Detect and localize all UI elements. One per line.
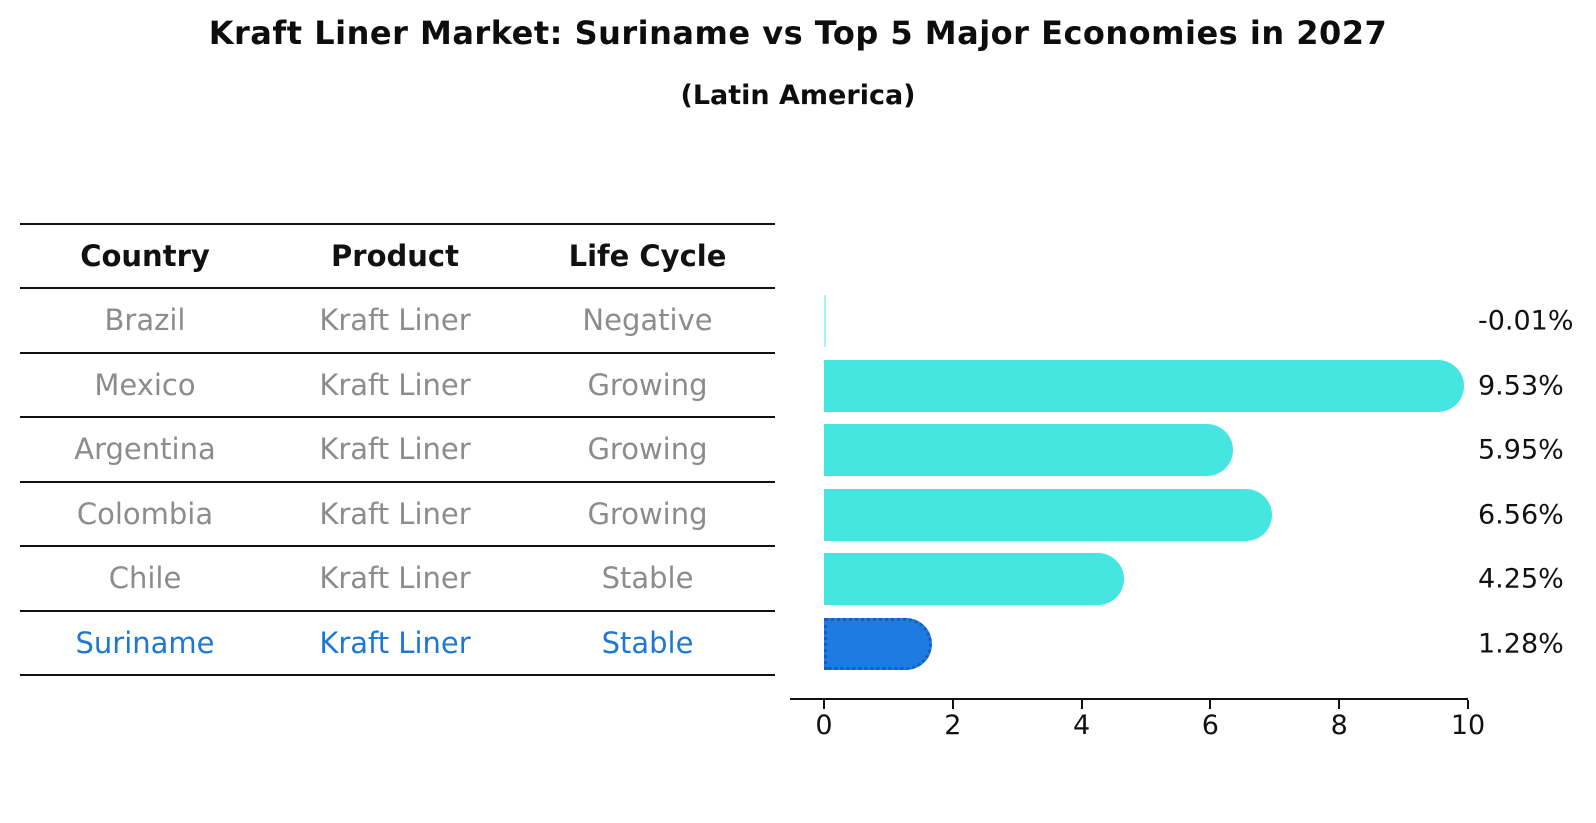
bar-row-chile: 4.25% <box>824 547 1564 612</box>
bar-mexico <box>824 359 1464 412</box>
bar-row-mexico: 9.53% <box>824 354 1564 419</box>
product-cell: Kraft Liner <box>319 303 471 338</box>
table-row-argentina: Argentina Kraft Liner Growing <box>20 418 775 483</box>
x-tick-mark <box>823 700 825 709</box>
life-cycle-cell: Stable <box>601 561 694 596</box>
life-cycle-cell: Growing <box>587 432 708 467</box>
table-row-mexico: Mexico Kraft Liner Growing <box>20 354 775 418</box>
life-cycle-cell: Growing <box>587 496 708 531</box>
x-axis-line <box>790 698 1468 700</box>
bar-row-suriname: 1.28% <box>824 612 1564 677</box>
x-tick-label: 10 <box>1450 710 1486 741</box>
bar-brazil <box>824 295 826 348</box>
country-cell: Chile <box>108 561 182 596</box>
bar-value-label: -0.01% <box>1478 305 1574 337</box>
chart-title: Kraft Liner Market: Suriname vs Top 5 Ma… <box>208 14 1388 52</box>
table-row-brazil: Brazil Kraft Liner Negative <box>20 289 775 354</box>
column-header-life-cycle: Life Cycle <box>568 239 727 273</box>
country-cell: Colombia <box>76 496 214 531</box>
bar-chart-plot-area: -0.01% 9.53% 5.95% 6.56% 4.25% 1.28% <box>824 289 1574 677</box>
country-cell: Suriname <box>75 625 215 660</box>
life-cycle-cell: Negative <box>582 303 713 338</box>
country-table: Country Product Life Cycle Brazil Kraft … <box>20 223 775 676</box>
bar-row-brazil: -0.01% <box>824 289 1574 354</box>
table-row-suriname: Suriname Kraft Liner Stable <box>20 612 775 676</box>
country-cell: Mexico <box>94 367 196 402</box>
column-header-country: Country <box>80 239 210 273</box>
x-tick-label: 2 <box>944 710 962 741</box>
bar-value-label: 6.56% <box>1478 499 1564 531</box>
x-tick-mark <box>1209 700 1212 709</box>
life-cycle-cell: Stable <box>601 625 694 660</box>
bar-value-label: 9.53% <box>1478 370 1564 402</box>
product-cell: Kraft Liner <box>319 367 471 402</box>
x-tick-label: 4 <box>1073 710 1091 741</box>
bar-value-label: 5.95% <box>1478 434 1564 466</box>
x-tick-label: 8 <box>1330 710 1348 741</box>
bar-row-colombia: 6.56% <box>824 483 1564 548</box>
bar-colombia <box>824 488 1273 541</box>
x-tick-mark <box>1338 700 1341 709</box>
country-cell: Argentina <box>74 432 216 467</box>
bar-chile <box>824 553 1124 606</box>
table-row-chile: Chile Kraft Liner Stable <box>20 547 775 612</box>
x-axis-ticks: 0 2 4 6 8 10 <box>815 698 1485 758</box>
x-tick-mark <box>951 700 954 709</box>
bar-value-label: 4.25% <box>1478 563 1564 595</box>
table-row-colombia: Colombia Kraft Liner Growing <box>20 483 775 547</box>
column-header-product: Product <box>331 239 459 273</box>
chart-subtitle: (Latin America) <box>680 80 916 111</box>
bar-value-label: 1.28% <box>1478 628 1564 660</box>
x-tick-label: 0 <box>815 710 833 741</box>
product-cell: Kraft Liner <box>319 432 471 467</box>
table-header-row: Country Product Life Cycle <box>20 223 775 289</box>
product-cell: Kraft Liner <box>319 496 471 531</box>
country-cell: Brazil <box>104 303 186 338</box>
x-tick-label: 6 <box>1201 710 1219 741</box>
bar-suriname-highlighted <box>824 617 933 670</box>
product-cell: Kraft Liner <box>319 625 471 660</box>
bar-argentina <box>824 424 1234 477</box>
bar-row-argentina: 5.95% <box>824 418 1564 483</box>
x-tick-mark <box>1080 700 1083 709</box>
product-cell: Kraft Liner <box>319 561 471 596</box>
x-tick-mark <box>1467 700 1469 709</box>
life-cycle-cell: Growing <box>587 367 708 402</box>
